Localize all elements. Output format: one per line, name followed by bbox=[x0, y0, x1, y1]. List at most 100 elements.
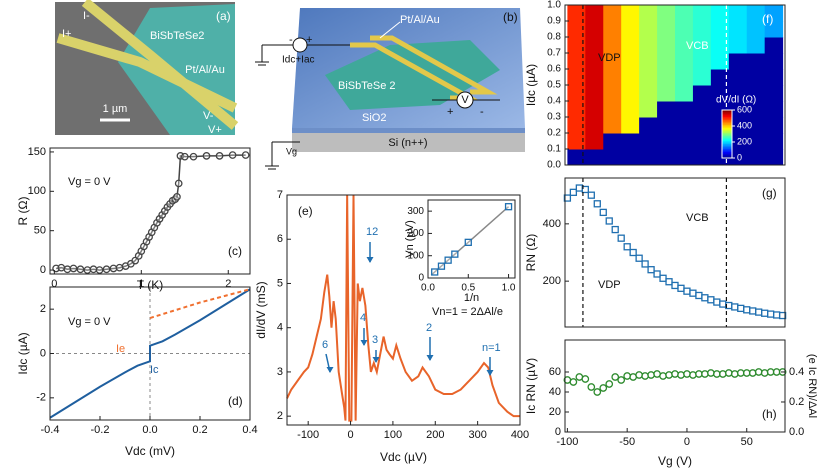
marker bbox=[451, 250, 459, 258]
colorbar-slice bbox=[722, 114, 732, 117]
heat-cell bbox=[675, 69, 694, 86]
y-tick-label: 0 bbox=[555, 426, 561, 438]
heat-cell bbox=[567, 101, 586, 118]
y-tick-label: 0.1 bbox=[547, 144, 561, 155]
marker bbox=[504, 203, 513, 211]
y-tick-label: 100 bbox=[28, 185, 46, 197]
flake-label: BiSbTeSe2 bbox=[150, 30, 204, 42]
marker bbox=[647, 371, 655, 379]
heat-cell bbox=[710, 5, 730, 22]
heat-cell bbox=[710, 69, 730, 86]
marker bbox=[189, 152, 198, 161]
heat-cell bbox=[657, 149, 676, 166]
heat-cell bbox=[603, 37, 622, 54]
panel-label: (d) bbox=[228, 394, 243, 408]
heat-cell bbox=[603, 149, 622, 166]
marker bbox=[109, 264, 118, 273]
heat-cell bbox=[639, 101, 658, 118]
y-tick-label: 60 bbox=[549, 366, 561, 378]
annotation: 12 bbox=[366, 226, 378, 238]
heat-cell bbox=[692, 21, 712, 38]
heat-cell bbox=[764, 5, 784, 22]
y-axis-label: dI/dV (mS) bbox=[254, 281, 268, 338]
heat-cell bbox=[621, 149, 640, 166]
marker bbox=[605, 380, 614, 388]
marker bbox=[587, 191, 595, 199]
heat-cell bbox=[746, 53, 766, 70]
sign: - bbox=[289, 34, 293, 46]
annotation: VDP bbox=[598, 52, 621, 64]
heat-cell bbox=[585, 53, 604, 70]
marker bbox=[83, 266, 92, 274]
electrode-label: Pt/Al/Au bbox=[400, 14, 440, 26]
marker bbox=[115, 263, 124, 272]
marker bbox=[772, 311, 781, 319]
heat-cell bbox=[764, 117, 784, 134]
annotation: Ic bbox=[150, 364, 159, 376]
colorbar-slice bbox=[722, 132, 732, 135]
annotation: Vg = 0 V bbox=[68, 176, 111, 188]
heat-cell bbox=[567, 149, 586, 166]
heat-cell bbox=[567, 21, 586, 38]
panel-label: (f) bbox=[762, 12, 773, 26]
heat-cell bbox=[603, 85, 622, 102]
marker bbox=[431, 268, 439, 276]
x-tick-label: 0.2 bbox=[192, 424, 207, 436]
panel-label: (b) bbox=[503, 10, 518, 24]
heat-cell bbox=[728, 133, 748, 150]
marker bbox=[749, 307, 757, 315]
heat-cell bbox=[621, 21, 640, 38]
colorbar-slice bbox=[722, 116, 732, 119]
marker bbox=[629, 248, 637, 257]
heat-cell bbox=[764, 85, 784, 102]
heat-cell bbox=[728, 37, 748, 54]
y2-tick-label: 0.0 bbox=[789, 426, 804, 438]
colorbar-slice bbox=[722, 140, 732, 143]
annotation: VCB bbox=[686, 212, 709, 224]
heat-cell bbox=[728, 117, 748, 134]
y-tick-label: 2 bbox=[40, 303, 46, 315]
marker bbox=[677, 284, 685, 292]
panel-label: (c) bbox=[228, 244, 242, 258]
marker bbox=[653, 270, 661, 278]
heat-cell bbox=[639, 117, 658, 134]
x-tick-label: -0.2 bbox=[91, 424, 110, 436]
y-tick-label: 300 bbox=[407, 206, 424, 217]
flake-label: BiSbTeSe 2 bbox=[338, 80, 395, 92]
colorbar-tick-label: 600 bbox=[737, 104, 752, 114]
plot-frame bbox=[427, 199, 516, 279]
marker bbox=[617, 376, 626, 384]
heat-cell bbox=[764, 149, 784, 166]
colorbar-slice bbox=[722, 122, 732, 125]
y-tick-label: 20 bbox=[549, 406, 561, 418]
arrow-head bbox=[372, 357, 380, 363]
colorbar-slice bbox=[722, 145, 732, 148]
heat-cell bbox=[675, 101, 694, 118]
lead-label: I+ bbox=[62, 28, 71, 40]
y-tick-label: 6 bbox=[277, 233, 283, 245]
heat-cell bbox=[675, 21, 694, 38]
heat-cell bbox=[603, 53, 622, 70]
annotation: Vg = 0 V bbox=[68, 316, 111, 328]
heat-cell bbox=[639, 69, 658, 86]
colorbar-slice bbox=[722, 156, 732, 159]
heat-cell bbox=[692, 149, 712, 166]
heat-cell bbox=[585, 37, 604, 54]
panel-label: (a) bbox=[216, 9, 231, 23]
heat-cell bbox=[764, 101, 784, 118]
colorbar-slice bbox=[722, 121, 732, 124]
x-tick-label: -100 bbox=[297, 429, 319, 441]
marker bbox=[671, 370, 679, 378]
panel-label: (h) bbox=[762, 407, 777, 421]
heat-cell bbox=[692, 5, 712, 22]
colorbar-slice bbox=[722, 148, 732, 151]
plot-frame bbox=[564, 339, 786, 433]
heat-cell bbox=[657, 117, 676, 134]
x-tick-label: 0 bbox=[347, 429, 353, 441]
sign: + bbox=[306, 34, 312, 46]
heat-cell bbox=[639, 5, 658, 22]
heat-cell bbox=[621, 85, 640, 102]
marker bbox=[754, 368, 763, 376]
colorbar-slice bbox=[722, 130, 732, 133]
marker bbox=[724, 369, 733, 377]
